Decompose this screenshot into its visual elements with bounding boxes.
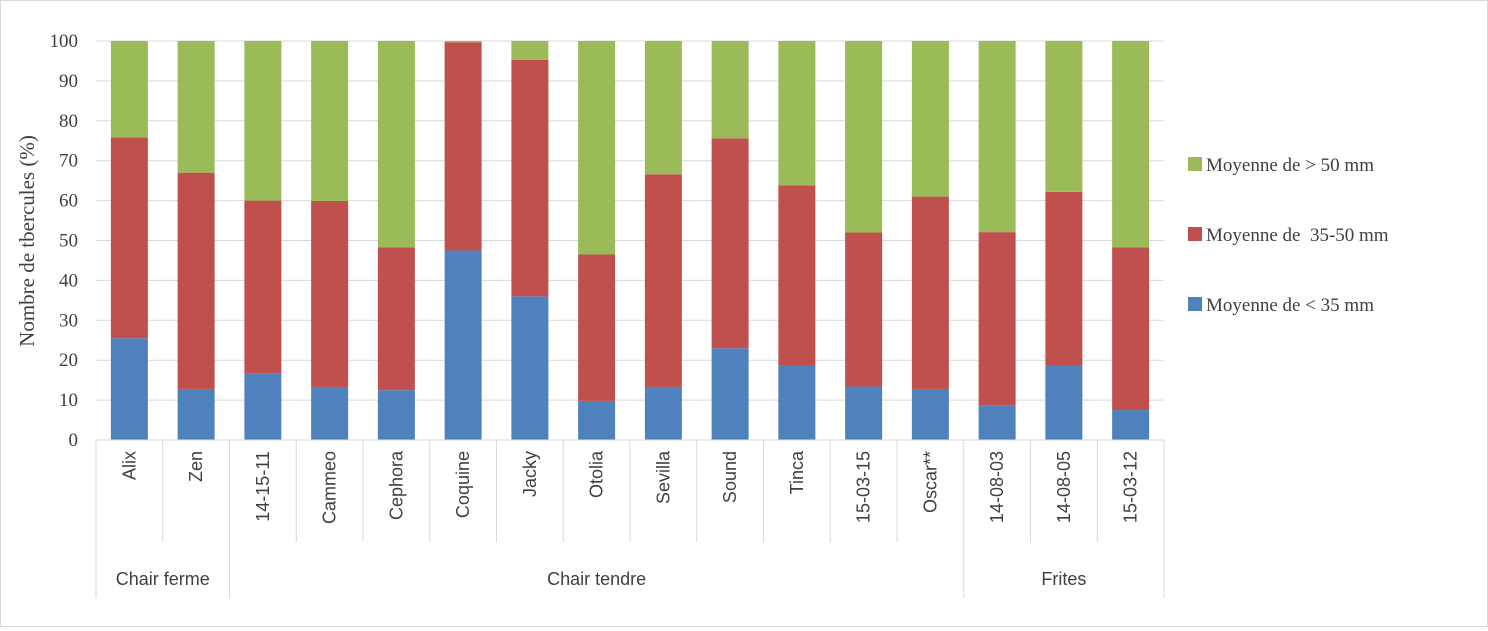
bar-segment — [177, 388, 215, 440]
bar-segment — [845, 41, 883, 233]
x-tick-label: Otolia — [587, 450, 607, 498]
bar-segment — [578, 254, 616, 401]
x-tick-label: Coquine — [453, 451, 473, 518]
bar-segment — [444, 41, 482, 43]
legend-label: Moyenne de > 50 mm — [1206, 155, 1374, 176]
bar-segment — [644, 41, 682, 175]
y-tick-label: 90 — [59, 71, 78, 92]
bar-segment — [377, 390, 415, 440]
group-label: Frites — [1041, 569, 1086, 589]
x-tick-label: Tinca — [787, 450, 807, 494]
bar-segment — [177, 172, 215, 389]
y-tick-label: 100 — [50, 31, 79, 52]
bar-segment — [377, 41, 415, 248]
x-tick-label: 15-03-15 — [854, 451, 874, 523]
y-tick-label: 40 — [59, 270, 78, 291]
x-tick-label: 15-03-12 — [1121, 451, 1141, 523]
bar-segment — [711, 41, 749, 139]
x-tick-label: Sevilla — [653, 450, 673, 504]
bar-segment — [1045, 364, 1083, 440]
group-label: Chair ferme — [116, 569, 210, 589]
bar-segment — [778, 41, 816, 186]
bar-segment — [978, 232, 1016, 406]
bar-segment — [644, 174, 682, 387]
y-tick-label: 60 — [59, 191, 78, 212]
bar-segment — [911, 388, 949, 440]
bar-segment — [1112, 41, 1150, 248]
bar-segment — [311, 200, 349, 387]
x-tick-label: Oscar** — [920, 451, 940, 513]
bar-segment — [110, 137, 148, 339]
bar-segment — [1112, 410, 1150, 440]
bar-segment — [511, 59, 549, 297]
bar-segment — [110, 338, 148, 440]
bar-segment — [911, 41, 949, 197]
legend: Moyenne de > 50 mm Moyenne de 35-50 mm Moy… — [1188, 155, 1389, 316]
bar-segment — [311, 386, 349, 440]
y-tick-label: 0 — [69, 430, 79, 451]
bar-segment — [511, 296, 549, 440]
bar-segment — [778, 185, 816, 365]
bar-segment — [177, 41, 215, 173]
bar-segment — [578, 400, 616, 440]
bar-segment — [911, 196, 949, 389]
bar-segment — [1112, 247, 1150, 411]
bar-segment — [377, 247, 415, 391]
x-tick-label: Cephora — [386, 450, 406, 520]
bar-segment — [511, 41, 549, 60]
bar-segment — [244, 373, 282, 440]
bar-segment — [311, 41, 349, 201]
bar-segment — [845, 232, 883, 387]
y-tick-label: 70 — [59, 151, 78, 172]
bar-segment — [444, 250, 482, 440]
bar-segment — [845, 386, 883, 440]
x-tick-label: 14-08-05 — [1054, 451, 1074, 523]
bar-segment — [711, 138, 749, 349]
y-tick-label: 30 — [59, 310, 78, 331]
y-axis-label: Nombre de tbercules (%) — [15, 135, 39, 347]
bar-segment — [1045, 191, 1083, 365]
bar-segment — [778, 364, 816, 440]
axes: 0 10 20 30 40 50 60 70 80 90 100 Alix Zen 14-15-11 Cam… — [50, 31, 1165, 598]
bars — [110, 41, 1150, 440]
x-tick-label: Alix — [119, 451, 139, 480]
bar-segment — [711, 348, 749, 440]
bar-segment — [110, 41, 148, 138]
legend-swatch — [1188, 297, 1202, 311]
bar-segment — [978, 41, 1016, 233]
x-tick-label: Zen — [186, 451, 206, 482]
x-tick-label: Sound — [720, 451, 740, 503]
y-tick-label: 80 — [59, 111, 78, 132]
bar-segment — [578, 41, 616, 255]
x-tick-label: Cammeo — [320, 451, 340, 524]
bar-segment — [1045, 41, 1083, 192]
group-label: Chair tendre — [547, 569, 646, 589]
bar-segment — [244, 200, 282, 374]
bar-segment — [244, 41, 282, 201]
x-tick-label: Jacky — [520, 451, 540, 497]
bar-segment — [444, 42, 482, 251]
y-tick-label: 20 — [59, 350, 78, 371]
x-tick-label: 14-08-03 — [987, 451, 1007, 523]
y-tick-label: 50 — [59, 231, 78, 252]
x-tick-label: 14-15-11 — [253, 451, 273, 522]
y-tick-label: 10 — [59, 390, 78, 411]
legend-swatch — [1188, 157, 1202, 171]
bar-segment — [644, 386, 682, 440]
legend-label: Moyenne de < 35 mm — [1206, 295, 1374, 316]
legend-label: Moyenne de 35-50 mm — [1206, 225, 1389, 246]
legend-swatch — [1188, 227, 1202, 241]
bar-segment — [978, 405, 1016, 440]
